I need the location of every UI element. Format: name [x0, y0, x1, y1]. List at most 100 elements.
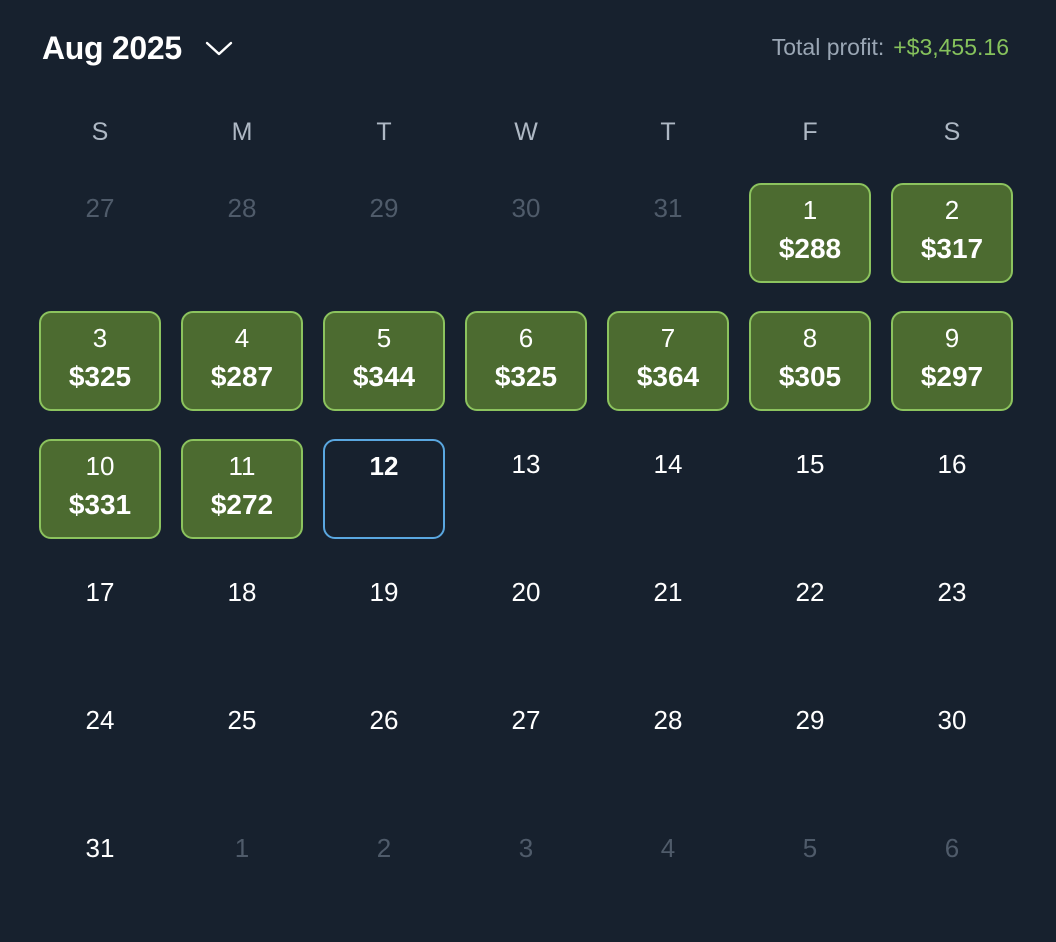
day-profit[interactable]: 5 $344: [323, 311, 445, 411]
day[interactable]: 29: [749, 695, 871, 795]
day-number: 6: [944, 833, 960, 863]
weekday-sat: S: [943, 118, 961, 146]
day-cell: 4: [597, 814, 739, 942]
day-number: 28: [653, 705, 683, 735]
weekday-mon: M: [231, 118, 253, 146]
day-number: 7: [660, 323, 676, 353]
day[interactable]: 18: [181, 567, 303, 667]
day-profit-amount: $305: [778, 361, 842, 392]
day-number: 31: [85, 833, 115, 863]
day-profit-amount: $288: [778, 233, 842, 264]
day-other-month[interactable]: 30: [465, 183, 587, 283]
day-number: 9: [944, 323, 960, 353]
day-number: 30: [937, 705, 967, 735]
day-number: 19: [369, 577, 399, 607]
day-number: 2: [376, 833, 392, 863]
day[interactable]: 20: [465, 567, 587, 667]
day-profit[interactable]: 4 $287: [181, 311, 303, 411]
day-profit[interactable]: 10 $331: [39, 439, 161, 539]
day-profit[interactable]: 9 $297: [891, 311, 1013, 411]
day-profit[interactable]: 1 $288: [749, 183, 871, 283]
day-profit[interactable]: 11 $272: [181, 439, 303, 539]
day[interactable]: 13: [465, 439, 587, 539]
day-cell: 1 $288: [739, 174, 881, 302]
day[interactable]: 22: [749, 567, 871, 667]
day-cell: 3 $325: [29, 302, 171, 430]
day[interactable]: 31: [39, 823, 161, 923]
day[interactable]: 27: [465, 695, 587, 795]
day-number: 31: [653, 193, 683, 223]
day[interactable]: 16: [891, 439, 1013, 539]
day-cell: 5 $344: [313, 302, 455, 430]
day-number: 17: [85, 577, 115, 607]
day-number: 27: [511, 705, 541, 735]
day[interactable]: 30: [891, 695, 1013, 795]
day-number: 6: [518, 323, 534, 353]
day[interactable]: 25: [181, 695, 303, 795]
day-number: 12: [369, 451, 399, 481]
day[interactable]: 23: [891, 567, 1013, 667]
day-cell: 10 $331: [29, 430, 171, 558]
day-cell: 11 $272: [171, 430, 313, 558]
day-cell: 26: [313, 686, 455, 814]
day-number: 1: [802, 195, 818, 225]
total-profit-value: +$3,455.16: [893, 34, 1009, 60]
day-number: 23: [937, 577, 967, 607]
day[interactable]: 15: [749, 439, 871, 539]
day[interactable]: 28: [607, 695, 729, 795]
day[interactable]: 26: [323, 695, 445, 795]
day-number: 8: [802, 323, 818, 353]
day-number: 3: [92, 323, 108, 353]
day-profit[interactable]: 8 $305: [749, 311, 871, 411]
day-other-month[interactable]: 29: [323, 183, 445, 283]
weekday-sun: S: [91, 118, 109, 146]
weekday-tue: T: [376, 118, 392, 146]
day-profit-amount: $325: [494, 361, 558, 392]
day-profit[interactable]: 2 $317: [891, 183, 1013, 283]
day-other-month[interactable]: 1: [181, 823, 303, 923]
day-number: 26: [369, 705, 399, 735]
day-profit[interactable]: 6 $325: [465, 311, 587, 411]
day-profit[interactable]: 3 $325: [39, 311, 161, 411]
weekday-header-row: S M T W T F S: [29, 112, 1029, 152]
day-cell: 15: [739, 430, 881, 558]
day-today[interactable]: 12: [323, 439, 445, 539]
day-cell: 19: [313, 558, 455, 686]
day-cell: 14: [597, 430, 739, 558]
day-other-month[interactable]: 5: [749, 823, 871, 923]
day[interactable]: 14: [607, 439, 729, 539]
day-other-month[interactable]: 4: [607, 823, 729, 923]
day-number: 24: [85, 705, 115, 735]
day[interactable]: 24: [39, 695, 161, 795]
weekday-wed: W: [514, 118, 538, 146]
day-cell: 23: [881, 558, 1023, 686]
day-profit[interactable]: 7 $364: [607, 311, 729, 411]
day-other-month[interactable]: 27: [39, 183, 161, 283]
day-cell: 30: [881, 686, 1023, 814]
day-number: 2: [944, 195, 960, 225]
day[interactable]: 21: [607, 567, 729, 667]
day[interactable]: 17: [39, 567, 161, 667]
day[interactable]: 19: [323, 567, 445, 667]
day-number: 27: [85, 193, 115, 223]
day-cell: 25: [171, 686, 313, 814]
day-other-month[interactable]: 31: [607, 183, 729, 283]
day-number: 29: [369, 193, 399, 223]
day-cell: 2: [313, 814, 455, 942]
day-other-month[interactable]: 2: [323, 823, 445, 923]
weekday-fri: F: [802, 118, 818, 146]
day-cell: 31: [29, 814, 171, 942]
day-cell: 16: [881, 430, 1023, 558]
day-cell: 28: [171, 174, 313, 302]
day-profit-amount: $272: [210, 489, 274, 520]
day-other-month[interactable]: 3: [465, 823, 587, 923]
day-other-month[interactable]: 28: [181, 183, 303, 283]
month-selector[interactable]: Aug 2025: [42, 26, 234, 70]
day-cell: 6 $325: [455, 302, 597, 430]
day-profit-amount: $364: [636, 361, 700, 392]
day-profit-amount: $287: [210, 361, 274, 392]
day-number: 15: [795, 449, 825, 479]
day-cell: 5: [739, 814, 881, 942]
day-profit-amount: $331: [68, 489, 132, 520]
day-other-month[interactable]: 6: [891, 823, 1013, 923]
